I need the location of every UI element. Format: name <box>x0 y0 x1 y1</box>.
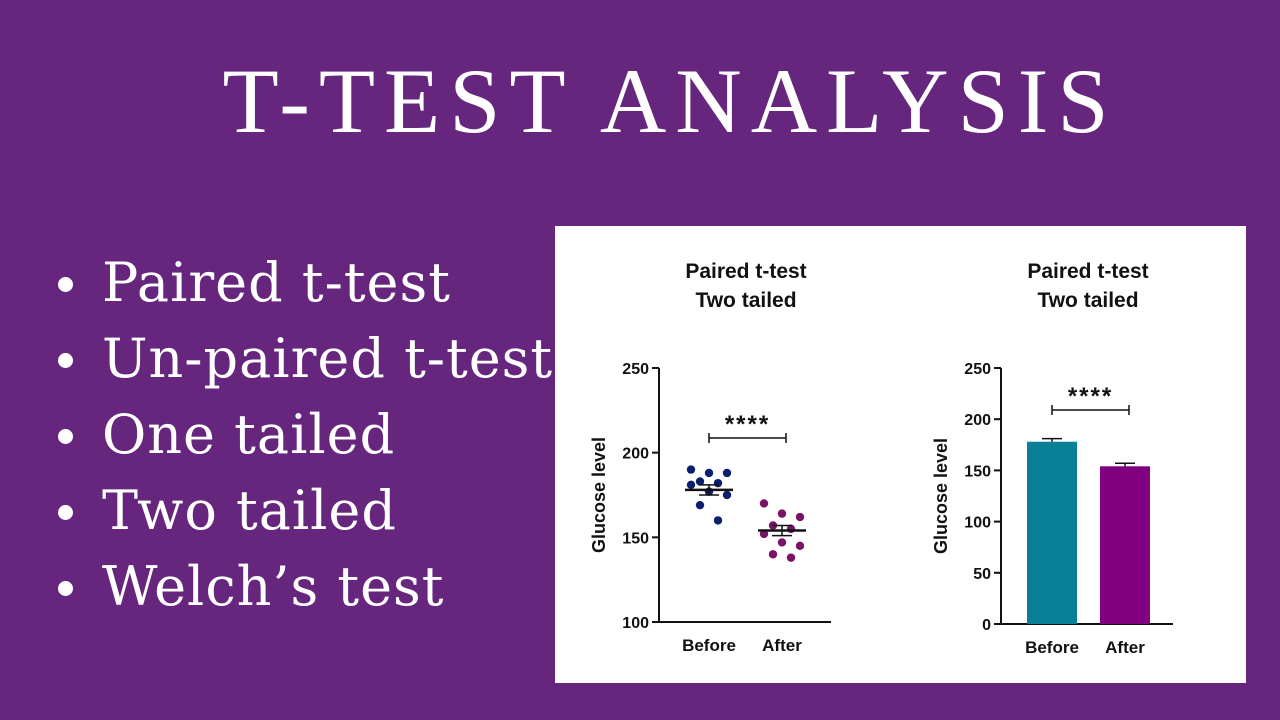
data-point <box>759 499 769 508</box>
bullet-text: Welch’s test <box>102 555 445 618</box>
chart-panel: Paired t-test Two tailed Glucose level 100 1… <box>555 226 1246 683</box>
data-point <box>777 509 787 518</box>
y-tick-label: 0 <box>982 617 991 634</box>
x-tick-label: After <box>762 636 802 655</box>
x-tick-label: Before <box>682 636 736 655</box>
data-point <box>768 550 778 559</box>
y-axis-label: Glucose level <box>589 437 609 553</box>
bullet-text: Paired t-test <box>102 251 451 314</box>
data-point <box>777 538 787 547</box>
y-tick-label: 50 <box>973 566 991 583</box>
chart-title: Two tailed <box>695 289 796 312</box>
y-tick-label: 100 <box>964 515 991 532</box>
data-point <box>713 478 723 488</box>
data-point <box>722 490 732 500</box>
data-point <box>686 480 696 490</box>
data-point <box>704 468 714 478</box>
y-tick-label: 150 <box>622 530 649 547</box>
data-point <box>695 477 705 486</box>
x-tick-label: Before <box>1025 638 1079 657</box>
data-point <box>759 529 769 539</box>
y-axis-label: Glucose level <box>931 438 951 554</box>
bullet-item: One tailed <box>52 402 553 478</box>
data-point <box>713 516 723 525</box>
bullet-item: Welch’s test <box>52 554 553 630</box>
bullet-dot-icon <box>58 353 73 368</box>
bullet-dot-icon <box>58 429 73 444</box>
y-tick-label: 100 <box>622 615 649 632</box>
bullet-text: Un-paired t-test <box>102 327 554 390</box>
chart-title: Two tailed <box>1037 289 1138 312</box>
data-point <box>795 541 805 550</box>
chart-title: Paired t-test <box>1027 260 1148 283</box>
significance-label: **** <box>1068 383 1113 410</box>
bullet-item: Two tailed <box>52 478 553 554</box>
y-tick-label: 250 <box>622 361 649 378</box>
significance-label: **** <box>725 411 770 438</box>
charts-svg: Paired t-test Two tailed Glucose level 100 1… <box>589 260 1173 657</box>
y-tick-label: 200 <box>622 446 649 463</box>
bullet-dot-icon <box>58 505 73 520</box>
bar <box>1100 466 1150 624</box>
slide-title: T-TEST ANALYSIS <box>222 50 1118 152</box>
data-point <box>686 465 696 474</box>
data-point <box>722 468 732 478</box>
data-point <box>795 512 805 522</box>
data-point <box>695 500 705 510</box>
y-tick-label: 250 <box>964 361 991 378</box>
bar <box>1027 441 1077 624</box>
bullet-dot-icon <box>58 277 73 292</box>
bullet-item: Un-paired t-test <box>52 326 553 402</box>
bullet-list: Paired t-test Un-paired t-test One taile… <box>52 250 553 630</box>
y-tick-label: 200 <box>964 412 991 429</box>
bullet-text: Two tailed <box>102 479 397 542</box>
bullet-text: One tailed <box>102 403 396 466</box>
x-tick-label: After <box>1105 638 1145 657</box>
bullet-dot-icon <box>58 581 73 596</box>
bullet-item: Paired t-test <box>52 250 553 326</box>
y-tick-label: 150 <box>964 463 991 480</box>
data-point <box>786 553 796 562</box>
chart-title: Paired t-test <box>685 260 806 283</box>
